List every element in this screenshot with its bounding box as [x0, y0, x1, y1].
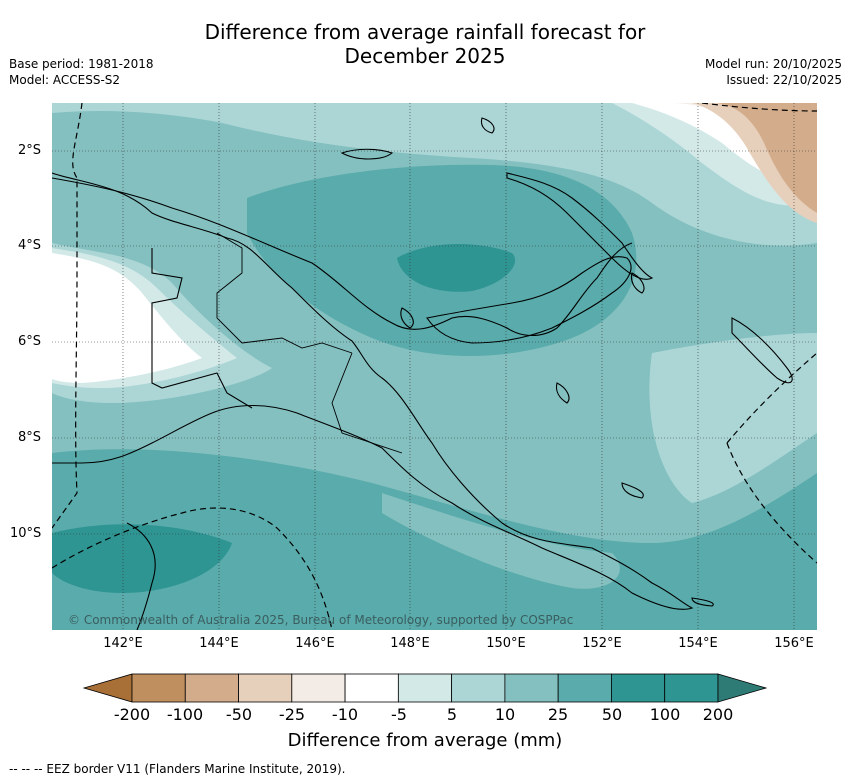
colorbar-tick: -25	[278, 705, 306, 724]
lat-label: 8°S	[18, 430, 42, 445]
colorbar-extend-low	[82, 673, 133, 703]
lon-label: 154°E	[678, 636, 718, 651]
title-line-1: Difference from average rainfall forecas…	[204, 20, 646, 44]
band-100-200-sw	[52, 524, 232, 593]
lat-label: 10°S	[10, 526, 42, 541]
colorbar-cell	[184, 673, 239, 703]
lon-label: 146°E	[295, 636, 335, 651]
lat-label: 6°S	[18, 334, 42, 349]
title-line-2: December 2025	[344, 44, 506, 68]
model-run: Model run: 20/10/2025	[704, 57, 842, 71]
copyright-notice: © Commonwealth of Australia 2025, Bureau…	[68, 613, 574, 627]
colorbar-tick: -200	[113, 705, 151, 724]
colorbar-cell	[664, 673, 719, 703]
band-100-200-core	[397, 243, 516, 292]
lon-label: 152°E	[582, 636, 622, 651]
band-10-25-north	[52, 103, 817, 246]
gridlines	[52, 103, 817, 630]
colorbar-cell	[291, 673, 346, 703]
colorbar-cell	[504, 673, 559, 703]
colorbar-tick: 50	[601, 705, 623, 724]
base-period: Base period: 1981-2018	[9, 57, 154, 71]
rainfall-map	[52, 103, 817, 630]
band-neutral-west	[52, 253, 202, 383]
colorbar-title: Difference from average (mm)	[287, 730, 563, 751]
colorbar-tick: -50	[225, 705, 253, 724]
colorbar-tick: 100	[649, 705, 681, 724]
band-neg25-ne	[717, 103, 817, 213]
colorbar-cell	[611, 673, 666, 703]
colorbar-tick: 25	[547, 705, 569, 724]
colorbar-cell	[557, 673, 612, 703]
colorbar-tick: -5	[391, 705, 407, 724]
colorbar	[82, 673, 768, 703]
colorbar-tick: 5	[446, 705, 458, 724]
meta-left: Base period: 1981-2018 Model: ACCESS-S2	[9, 56, 154, 88]
colorbar-tick: 10	[494, 705, 516, 724]
model-name: Model: ACCESS-S2	[9, 73, 121, 87]
eez-borders	[52, 103, 817, 630]
lon-label: 144°E	[199, 636, 239, 651]
band-25-50-south	[382, 493, 620, 589]
colorbar-tick: -100	[166, 705, 204, 724]
lon-label: 148°E	[390, 636, 430, 651]
lon-label: 156°E	[774, 636, 814, 651]
colorbar-cell	[238, 673, 293, 703]
colorbar-cell	[451, 673, 506, 703]
lat-label: 4°S	[18, 238, 42, 253]
colorbar-cell	[131, 673, 186, 703]
band-10-25-east	[649, 333, 817, 503]
lat-label: 2°S	[18, 143, 42, 158]
map-title: Difference from average rainfall forecas…	[0, 20, 850, 68]
eez-footnote: -- -- -- EEZ border V11 (Flanders Marine…	[9, 762, 346, 776]
meta-right: Model run: 20/10/2025 Issued: 22/10/2025	[705, 56, 842, 88]
issued-date: Issued: 22/10/2025	[726, 73, 842, 87]
colorbar-extend-high	[717, 673, 768, 703]
lon-label: 142°E	[103, 636, 143, 651]
colorbar-cell	[397, 673, 453, 703]
colorbar-tick: 200	[702, 705, 734, 724]
lon-label: 150°E	[486, 636, 526, 651]
colorbar-cell	[344, 673, 399, 703]
colorbar-tick: -10	[331, 705, 359, 724]
coastlines	[52, 117, 793, 630]
